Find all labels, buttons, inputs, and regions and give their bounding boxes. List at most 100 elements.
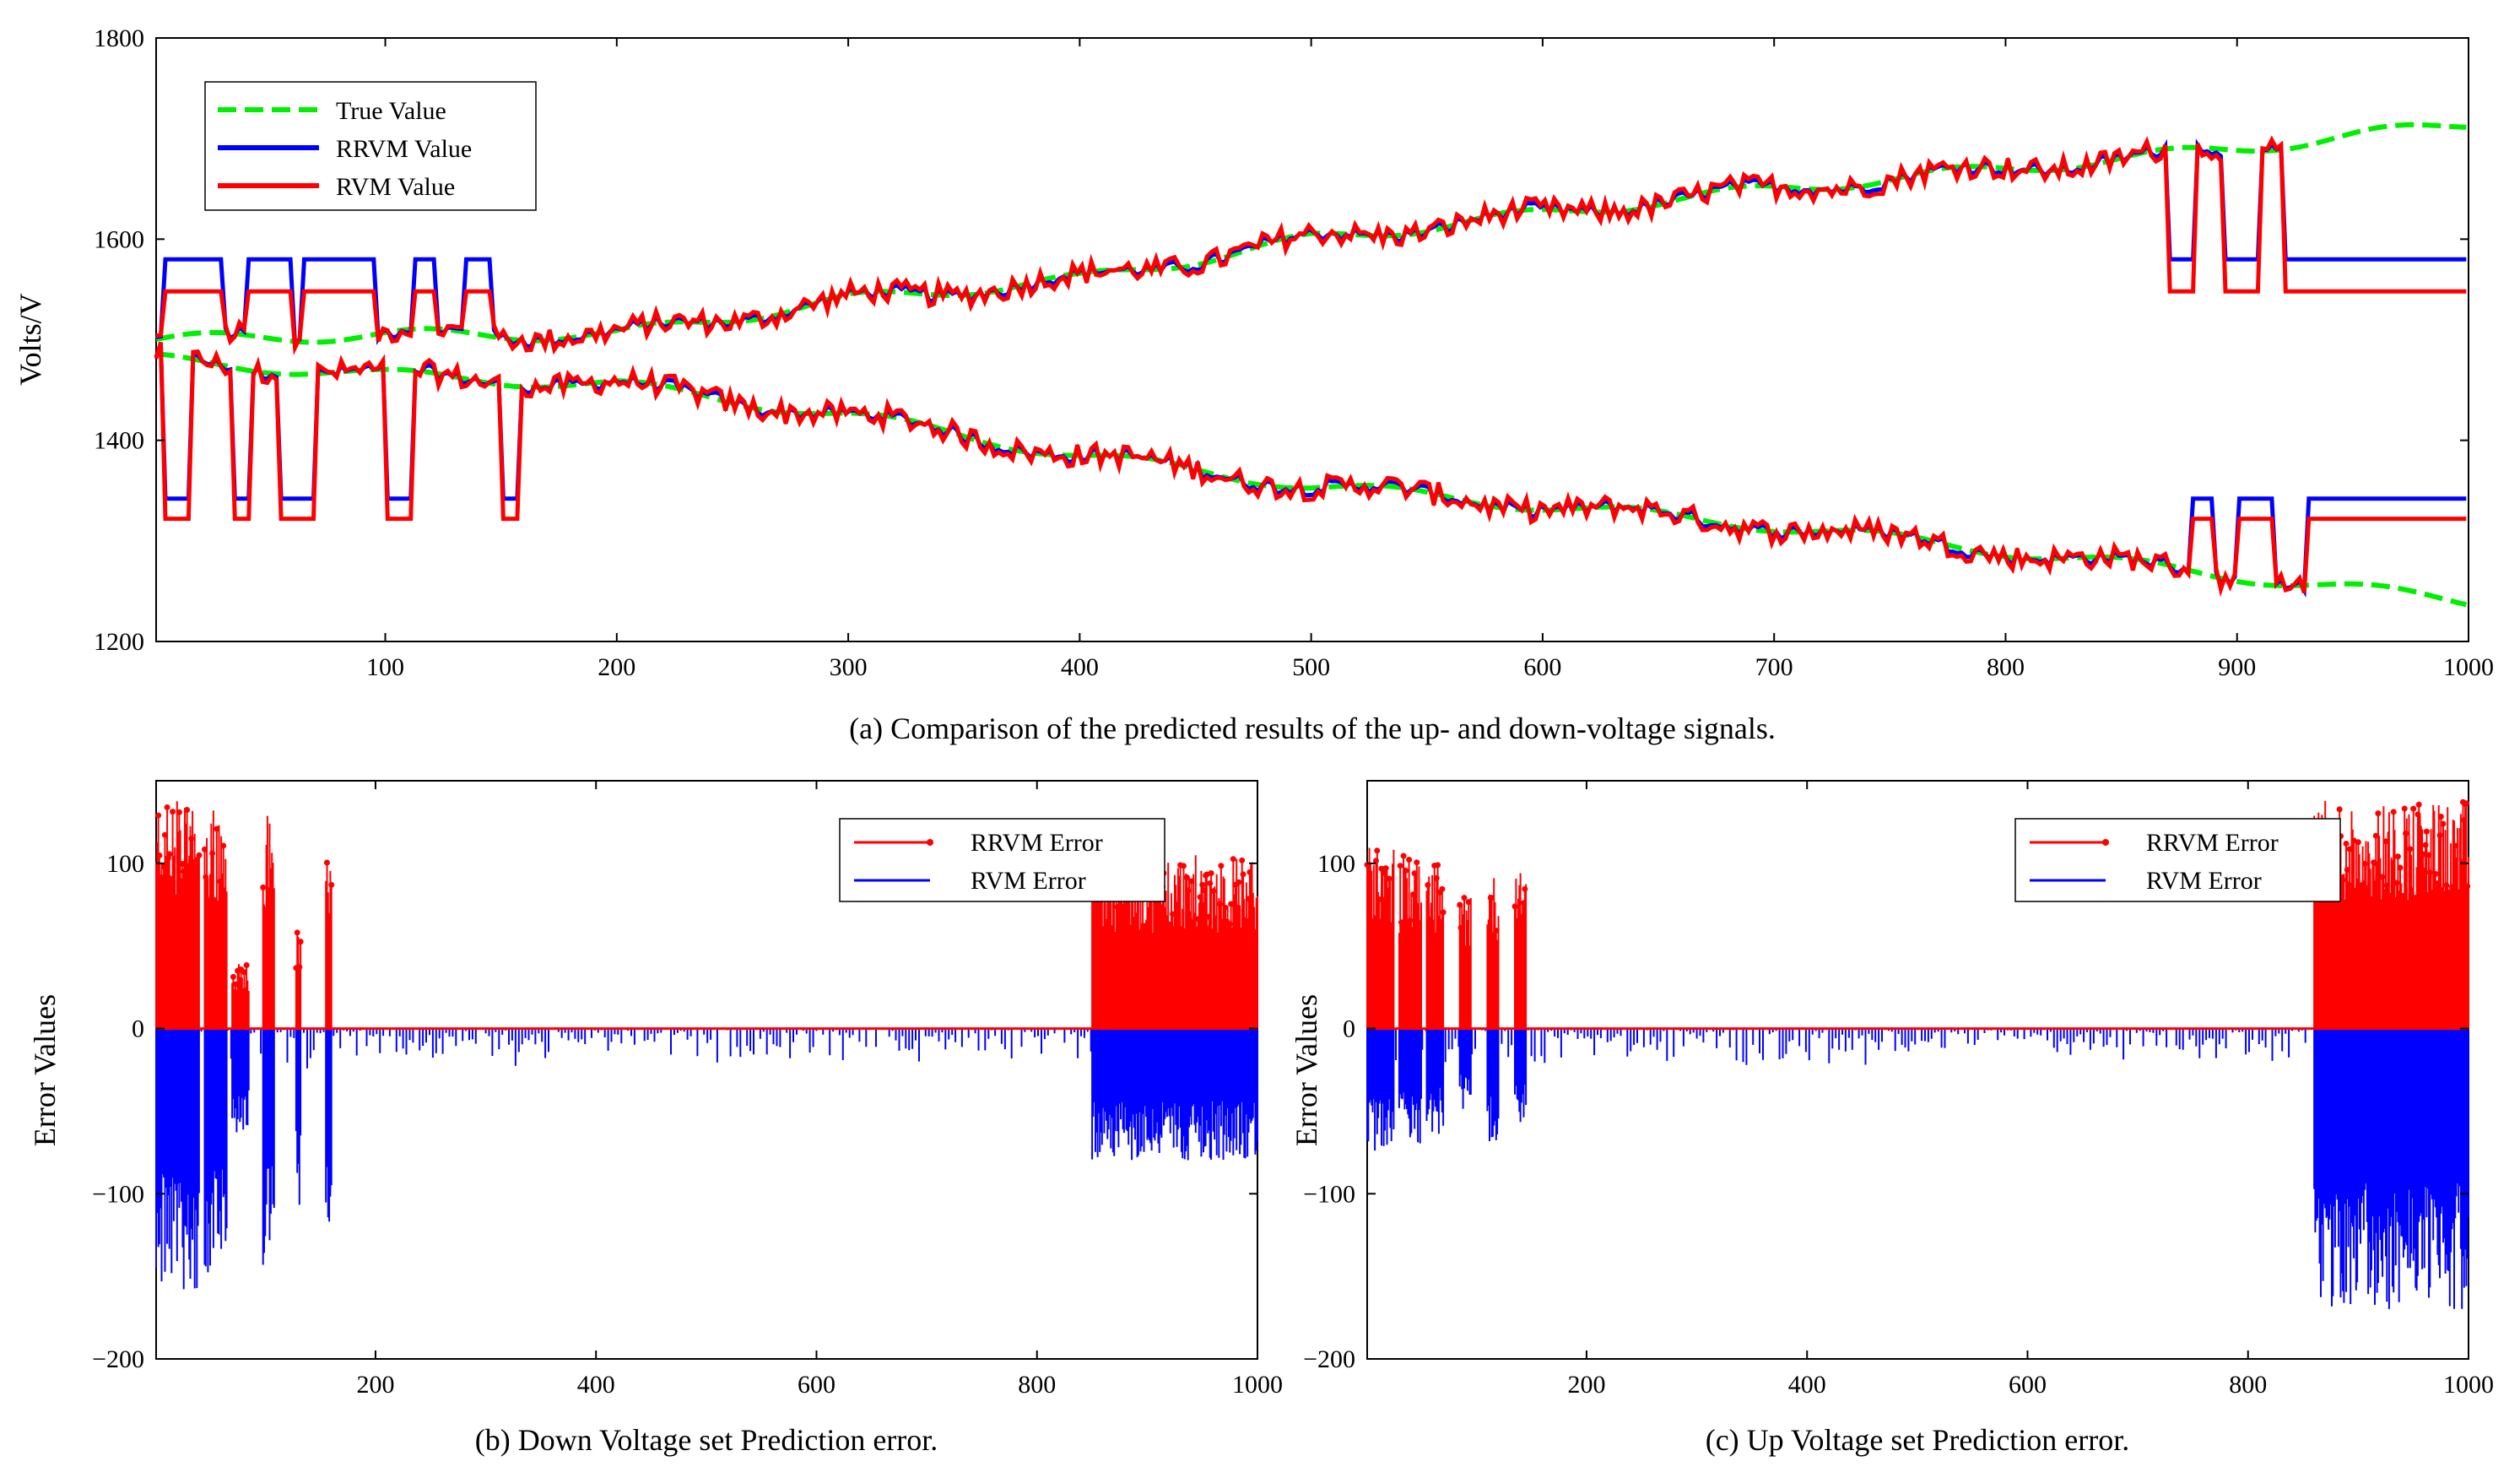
panel-c-xtick-label-600: 600 — [2009, 1371, 2047, 1399]
panel-b-rrvm-marker-31 — [260, 884, 267, 890]
panel-b-rrvm-marker-95 — [1234, 904, 1241, 911]
panel-c-rrvm-marker-5 — [1377, 918, 1384, 925]
panel-b-rrvm-marker-69 — [1180, 863, 1187, 869]
panel-b-xtick-label-400: 400 — [577, 1371, 615, 1399]
panel-c-rrvm-marker-22 — [1425, 881, 1431, 888]
panel-b-rrvm-marker-17 — [203, 874, 209, 880]
panel-b-rrvm-marker-12 — [184, 806, 191, 813]
panel-c-rrvm-marker-61 — [2355, 839, 2361, 846]
panel-b-xtick-label-200: 200 — [356, 1371, 394, 1399]
panel-c-rrvm-marker-82 — [2403, 830, 2409, 836]
panel-c-rrvm-marker-84 — [2407, 846, 2414, 852]
panel-c-rrvm-marker-58 — [2345, 881, 2352, 888]
panel-b-rrvm-marker-7 — [166, 851, 173, 858]
panel-b-xtick-label-800: 800 — [1018, 1371, 1056, 1399]
panel-a-xtick-label-700: 700 — [1755, 653, 1793, 681]
panel-c-rrvm-marker-97 — [2440, 820, 2447, 827]
panel-c-rrvm-marker-78 — [2394, 853, 2401, 860]
panel-c-ytick-label-0: −200 — [1303, 1345, 1355, 1373]
panel-c-ytick-label-2: 0 — [1343, 1015, 1355, 1043]
panel-c-rrvm-marker-101 — [2452, 842, 2458, 849]
panel-c-rrvm-marker-40 — [1518, 913, 1525, 920]
panel-c-rrvm-marker-41 — [1520, 900, 1527, 907]
panel-c-rrvm-marker-2 — [1372, 858, 1379, 864]
panel-c-rrvm-marker-89 — [2422, 842, 2429, 848]
panel-c-rrvm-marker-6 — [1378, 865, 1385, 872]
panel-a-xtick-label-200: 200 — [598, 653, 635, 681]
panel-a-xtick-label-300: 300 — [830, 653, 868, 681]
panel-c-rrvm-marker-86 — [2415, 811, 2421, 818]
panel-c-rrvm-marker-80 — [2400, 892, 2407, 899]
panel-c-ytick-label-3: 100 — [1317, 850, 1355, 878]
panel-c-rrvm-marker-56 — [2343, 840, 2350, 847]
panel-c-rrvm-marker-74 — [2387, 892, 2393, 899]
legend-b-rvm-error-label: RVM Error — [971, 867, 1086, 895]
panel-b-rrvm-marker-29 — [241, 969, 248, 976]
panel-c-rrvm-marker-1 — [1370, 918, 1376, 925]
panel-c-rrvm-marker-99 — [2445, 889, 2452, 896]
panel-c-rrvm-marker-33 — [1462, 945, 1468, 952]
panel-c-rrvm-marker-57 — [2344, 866, 2350, 873]
panel-c-rrvm-marker-31 — [1457, 924, 1464, 931]
panel-b-rrvm-marker-44 — [1100, 926, 1106, 933]
panel-c-series-rvm-error — [1366, 1028, 2469, 1309]
panel-c-rrvm-marker-87 — [2415, 801, 2422, 808]
panel-b-rrvm-marker-82 — [1206, 913, 1213, 920]
panel-c-rrvm-marker-10 — [1386, 875, 1392, 882]
panel-c-rrvm-marker-38 — [1493, 928, 1500, 934]
panel-b-rrvm-marker-30 — [243, 962, 250, 969]
panel-b-rrvm-marker-75 — [1194, 916, 1201, 923]
panel-b-rrvm-marker-100 — [1246, 896, 1252, 902]
panel-b-ytick-label-1: −100 — [92, 1180, 144, 1208]
panel-b-rrvm-marker-16 — [201, 846, 208, 852]
panel-b-rrvm-marker-93 — [1230, 856, 1236, 863]
panel-b-rrvm-marker-101 — [1246, 869, 1253, 875]
panel-b-ytick-label-2: 0 — [132, 1015, 144, 1043]
panel-a-ytick-label-0: 1200 — [94, 628, 144, 656]
panel-c-legend-box — [2014, 818, 2341, 902]
panel-c-rrvm-marker-18 — [1407, 917, 1414, 924]
legend-rvm-value-label: RVM Value — [336, 173, 455, 201]
panel-b-rrvm-marker-70 — [1182, 928, 1188, 934]
panel-c-rrvm-marker-52 — [2336, 806, 2343, 813]
panel-a-series — [154, 122, 2467, 608]
panel-b-rrvm-marker-24 — [231, 988, 238, 995]
panel-c-rrvm-marker-34 — [1465, 899, 1472, 906]
panel-c-rrvm-marker-4 — [1376, 896, 1382, 902]
panel-c-rrvm-marker-23 — [1426, 916, 1433, 923]
panel-b-rrvm-marker-85 — [1210, 888, 1217, 895]
panel-b-rrvm-marker-72 — [1185, 887, 1192, 894]
panel-c-rrvm-marker-92 — [2426, 869, 2433, 876]
panel-b-rrvm-marker-4 — [161, 831, 168, 838]
panel-c-rrvm-marker-67 — [2371, 880, 2378, 886]
panel-c-xtick-label-800: 800 — [2229, 1371, 2267, 1399]
panel-b-rrvm-marker-15 — [196, 852, 203, 858]
panel-b-rrvm-marker-9 — [176, 809, 182, 815]
panel-c-rrvm-marker-75 — [2390, 809, 2397, 815]
panel-c-rrvm-marker-13 — [1399, 923, 1406, 930]
panel-c-rrvm-marker-29 — [1440, 909, 1447, 916]
panel-c-rrvm-marker-106 — [2464, 883, 2471, 890]
panel-c-series-rrvm-error — [1366, 800, 2469, 1029]
panel-a-xtick-label-500: 500 — [1292, 653, 1330, 681]
panel-c-rrvm-marker-83 — [2404, 900, 2411, 907]
panel-c-rrvm-marker-85 — [2410, 805, 2417, 812]
panel-b-rrvm-marker-92 — [1228, 901, 1235, 907]
panel-c-rrvm-marker-26 — [1435, 862, 1441, 869]
panel-b-xtick-label-1000: 1000 — [1232, 1371, 1283, 1399]
panel-b-rrvm-marker-57 — [1142, 923, 1149, 929]
panel-a-xtick-label-1000: 1000 — [2443, 653, 2494, 681]
panel-b-down-error: 200 400 600 800 1000 −200 −100 0 100 Error Value… — [28, 780, 1283, 1457]
panel-b-ticks: 200 400 600 800 1000 −200 −100 0 100 — [92, 781, 1283, 1399]
panel-b-rrvm-marker-65 — [1167, 922, 1174, 928]
panel-c-rrvm-marker-37 — [1490, 932, 1496, 939]
panel-a-ytick-label-3: 1800 — [94, 24, 144, 52]
panel-b-legend-box — [839, 818, 1165, 902]
panel-c-rrvm-marker-70 — [2375, 810, 2382, 817]
panel-c-rrvm-marker-11 — [1397, 863, 1403, 869]
panel-c-up-error: 200 400 600 800 1000 −200 −100 0 100 Error Value… — [1290, 780, 2494, 1457]
legend-c-rrvm-error-marker — [2102, 839, 2109, 846]
panel-c-rrvm-marker-9 — [1382, 865, 1389, 872]
panel-c-rrvm-marker-14 — [1400, 852, 1407, 859]
